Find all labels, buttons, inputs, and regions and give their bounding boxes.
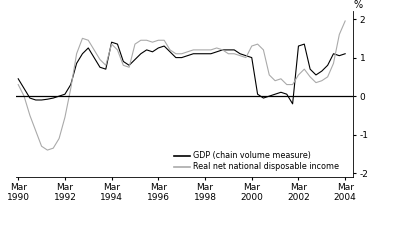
- Line: GDP (chain volume measure): GDP (chain volume measure): [18, 42, 345, 104]
- Real net national disposable income: [249, 45, 254, 47]
- GDP (chain volume measure): [243, 54, 248, 57]
- GDP (chain volume measure): [27, 97, 32, 99]
- Real net national disposable income: [109, 43, 114, 45]
- GDP (chain volume measure): [103, 68, 108, 71]
- Real net national disposable income: [162, 39, 167, 42]
- Real net national disposable income: [27, 114, 32, 117]
- Real net national disposable income: [45, 149, 50, 151]
- GDP (chain volume measure): [249, 56, 254, 59]
- Legend: GDP (chain volume measure), Real net national disposable income: GDP (chain volume measure), Real net nat…: [174, 151, 339, 171]
- GDP (chain volume measure): [343, 52, 347, 55]
- Text: %: %: [353, 0, 362, 10]
- GDP (chain volume measure): [109, 41, 114, 44]
- GDP (chain volume measure): [290, 102, 295, 105]
- Real net national disposable income: [343, 20, 347, 22]
- GDP (chain volume measure): [33, 99, 38, 101]
- Real net national disposable income: [33, 129, 38, 132]
- Real net national disposable income: [16, 83, 21, 86]
- Real net national disposable income: [243, 56, 248, 59]
- GDP (chain volume measure): [16, 77, 21, 80]
- Line: Real net national disposable income: Real net national disposable income: [18, 21, 345, 150]
- GDP (chain volume measure): [162, 45, 167, 47]
